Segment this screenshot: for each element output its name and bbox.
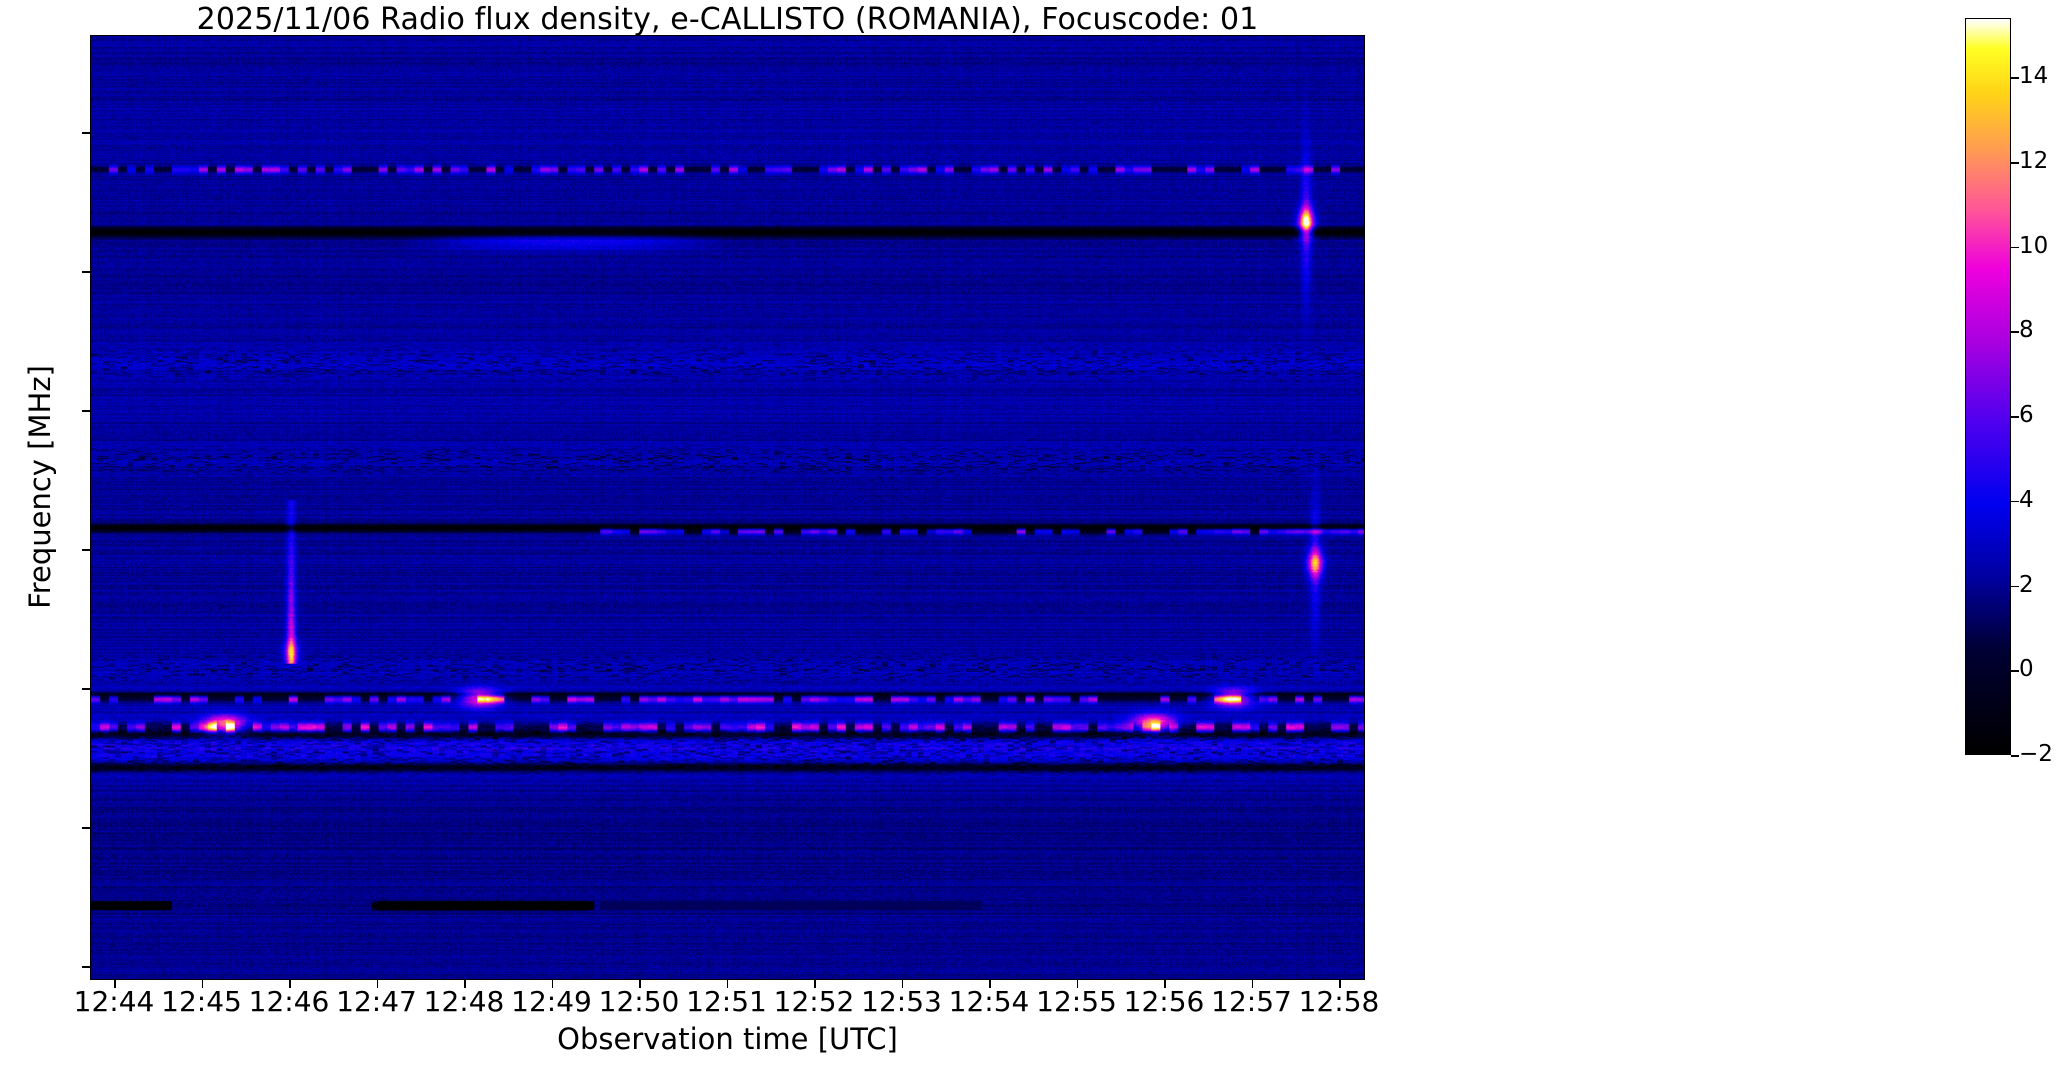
x-axis-label: Observation time [UTC] (557, 1022, 898, 1056)
spectrogram-canvas (91, 36, 1364, 979)
x-tick-mark (551, 980, 554, 988)
y-tick-mark (82, 132, 90, 134)
colorbar-tick-label-neg2: −2 (2019, 741, 2053, 767)
x-tick-label-12-54: 12:54 (948, 985, 1030, 1018)
colorbar-tick-mark (2011, 77, 2019, 79)
x-tick-label-12-45: 12:45 (161, 985, 242, 1018)
x-tick-mark (1339, 980, 1341, 988)
page-title: 2025/11/06 Radio flux density, e-CALLIST… (196, 2, 1259, 37)
x-tick-label-12-48: 12:48 (423, 985, 505, 1018)
colorbar-tick-mark (2011, 416, 2019, 418)
x-tick-mark (376, 980, 379, 988)
x-tick-label-12-53: 12:53 (861, 985, 942, 1018)
y-tick-mark (82, 549, 90, 551)
x-tick-label-12-51: 12:51 (686, 985, 767, 1018)
spectrogram-plot (90, 35, 1365, 980)
colorbar-tick-mark (2011, 670, 2019, 672)
colorbar-tick-mark (2011, 585, 2019, 588)
x-tick-mark (901, 980, 904, 988)
x-tick-mark (1164, 980, 1166, 988)
x-tick-label-12-55: 12:55 (1036, 985, 1117, 1018)
x-tick-mark (1251, 980, 1254, 988)
colorbar (1965, 18, 2011, 755)
colorbar-tick-mark (2011, 162, 2019, 164)
colorbar-tick-label-8: 8 (2019, 317, 2034, 344)
x-tick-mark (289, 980, 291, 988)
colorbar-tick-mark (2011, 331, 2019, 334)
x-tick-label-12-52: 12:52 (773, 985, 855, 1018)
x-tick-mark (726, 980, 729, 988)
x-tick-label-12-47: 12:47 (336, 985, 417, 1018)
x-tick-mark (464, 980, 466, 988)
x-tick-label-12-46: 12:46 (248, 985, 330, 1018)
x-tick-mark (201, 980, 204, 988)
colorbar-tick-label-0: 0 (2019, 656, 2034, 683)
x-tick-mark (114, 980, 116, 988)
colorbar-tick-label-6: 6 (2019, 402, 2034, 429)
x-tick-label-12-56: 12:56 (1123, 985, 1205, 1018)
colorbar-gradient (1966, 19, 2010, 754)
x-tick-mark (1076, 980, 1079, 988)
colorbar-tick-label-10: 10 (2019, 232, 2049, 259)
x-tick-label-12-57: 12:57 (1211, 985, 1292, 1018)
x-tick-mark (814, 980, 816, 988)
y-axis-label: Frequency [MHz] (23, 365, 57, 609)
x-tick-label-12-50: 12:50 (598, 985, 680, 1018)
colorbar-tick-label-14: 14 (2019, 63, 2049, 90)
colorbar-tick-label-12: 12 (2019, 148, 2049, 174)
y-tick-mark (82, 966, 90, 968)
colorbar-tick-label-2: 2 (2019, 571, 2034, 598)
y-tick-mark (82, 827, 90, 829)
y-tick-mark (82, 410, 90, 412)
colorbar-tick-label-4: 4 (2019, 486, 2034, 513)
x-tick-label-12-44: 12:44 (73, 985, 155, 1018)
colorbar-tick-mark (2011, 246, 2019, 249)
y-tick-mark (82, 688, 90, 690)
x-tick-label-12-58: 12:58 (1298, 985, 1380, 1018)
y-tick-mark (82, 271, 90, 273)
x-tick-label-12-49: 12:49 (511, 985, 592, 1018)
x-tick-mark (989, 980, 991, 988)
colorbar-tick-mark (2011, 755, 2019, 757)
x-tick-mark (639, 980, 641, 988)
colorbar-tick-mark (2011, 500, 2019, 503)
